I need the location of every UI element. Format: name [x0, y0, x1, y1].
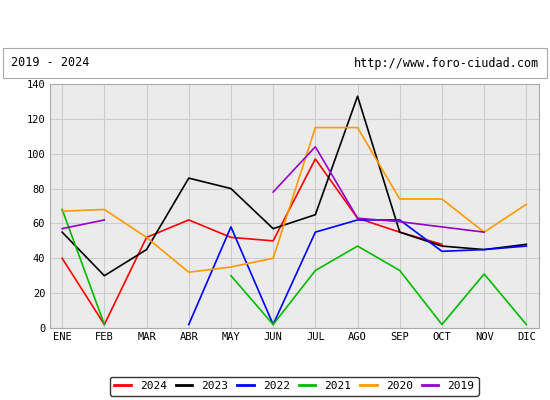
Text: http://www.foro-ciudad.com: http://www.foro-ciudad.com — [354, 56, 539, 70]
Legend: 2024, 2023, 2022, 2021, 2020, 2019: 2024, 2023, 2022, 2021, 2020, 2019 — [110, 377, 478, 396]
Text: Evolucion Nº Turistas Extranjeros en el municipio de Cadalso de los Vidrios: Evolucion Nº Turistas Extranjeros en el … — [0, 14, 550, 32]
Text: 2019 - 2024: 2019 - 2024 — [11, 56, 89, 70]
